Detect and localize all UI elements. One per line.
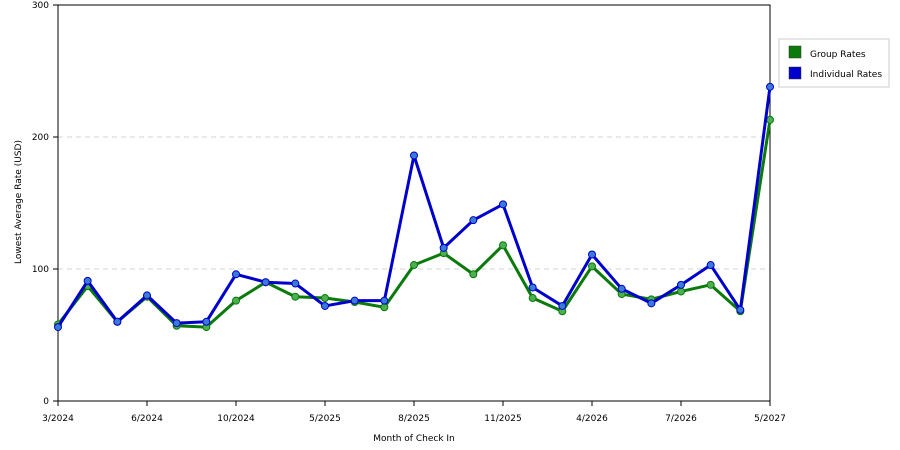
data-point-individual-rates — [706, 261, 715, 270]
y-tick-label: 200 — [32, 133, 49, 143]
axes — [53, 4, 771, 406]
legend: Group Rates Individual Rates — [778, 38, 890, 88]
data-point-group-rates — [499, 241, 507, 250]
data-point-group-rates — [706, 280, 715, 289]
data-point-individual-rates — [321, 301, 329, 310]
x-axis-title: Month of Check In — [373, 434, 455, 444]
data-point-individual-rates — [439, 243, 448, 252]
data-point-group-rates — [380, 303, 389, 312]
legend-label-individual-rates: Individual Rates — [810, 70, 882, 80]
data-point-individual-rates — [172, 319, 181, 328]
data-point-individual-rates — [350, 296, 359, 305]
y-tick-label: 0 — [43, 397, 49, 407]
data-point-group-rates — [528, 294, 537, 303]
data-point-individual-rates — [202, 317, 211, 326]
data-point-individual-rates — [469, 216, 478, 225]
data-point-group-rates — [677, 287, 685, 296]
data-point-individual-rates — [558, 301, 567, 310]
data-point-individual-rates — [143, 291, 151, 300]
x-tick-label: 6/2024 — [131, 414, 163, 424]
data-point-individual-rates — [113, 317, 122, 326]
y-tick-label: 100 — [32, 265, 49, 275]
legend-label-group-rates: Group Rates — [810, 50, 866, 60]
y-tick-label: 300 — [32, 1, 49, 11]
data-point-individual-rates — [232, 270, 240, 279]
data-point-individual-rates — [83, 276, 92, 285]
data-point-group-rates — [588, 262, 596, 271]
legend-swatch-group-rates — [788, 45, 802, 59]
x-tick-label: 7/2026 — [665, 414, 697, 424]
data-point-individual-rates — [54, 323, 62, 332]
data-point-individual-rates — [677, 280, 685, 289]
data-point-group-rates — [232, 296, 240, 305]
data-point-individual-rates — [380, 296, 389, 305]
data-point-individual-rates — [410, 151, 418, 160]
x-tick-label: 10/2024 — [217, 414, 255, 424]
data-point-individual-rates — [528, 283, 537, 292]
data-point-individual-rates — [588, 250, 596, 259]
y-axis-title: Lowest Average Rate (USD) — [14, 140, 24, 264]
data-point-group-rates — [766, 115, 774, 124]
series-line-individual-rates — [56, 86, 772, 328]
x-tick-label: 5/2027 — [754, 414, 786, 424]
tick-labels: 0 100 200 300 3/2024 6/2024 10/2024 5/2025 8/202… — [32, 1, 786, 424]
data-point-individual-rates — [766, 82, 774, 91]
data-point-group-rates — [291, 292, 300, 301]
plot-frame — [57, 4, 771, 402]
x-tick-label: 3/2024 — [42, 414, 74, 424]
data-point-individual-rates — [499, 200, 507, 209]
data-point-group-rates — [469, 270, 478, 279]
data-point-individual-rates — [291, 279, 300, 288]
legend-swatch-individual-rates — [788, 66, 802, 80]
series-group — [54, 82, 774, 332]
x-tick-label: 5/2025 — [309, 414, 341, 424]
data-point-group-rates — [410, 261, 418, 270]
x-tick-label: 4/2026 — [576, 414, 608, 424]
data-point-individual-rates — [617, 284, 626, 293]
data-point-group-rates — [321, 294, 329, 303]
data-point-individual-rates — [647, 299, 656, 308]
x-tick-label: 11/2025 — [484, 414, 521, 424]
data-point-individual-rates — [736, 305, 745, 314]
data-point-individual-rates — [261, 278, 270, 287]
x-tick-label: 8/2025 — [398, 414, 430, 424]
